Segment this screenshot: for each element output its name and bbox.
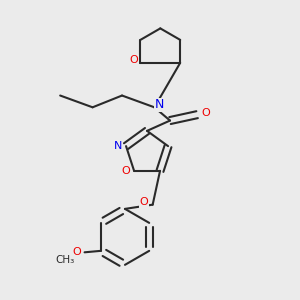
Text: N: N xyxy=(155,98,164,111)
Text: O: O xyxy=(140,197,148,207)
Text: O: O xyxy=(202,108,210,118)
Text: O: O xyxy=(73,247,82,257)
Text: O: O xyxy=(122,167,130,176)
Text: N: N xyxy=(114,140,122,151)
Text: CH₃: CH₃ xyxy=(55,255,74,265)
Text: O: O xyxy=(130,56,138,65)
